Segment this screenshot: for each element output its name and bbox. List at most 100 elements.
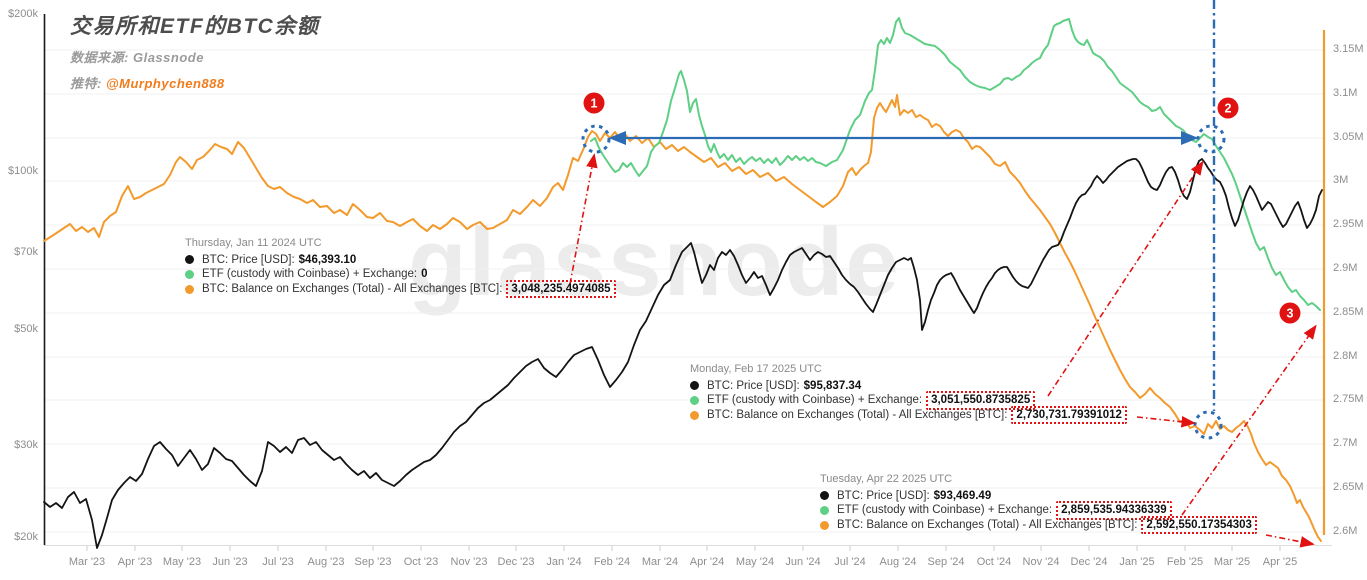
tooltip-row-balance: BTC: Balance on Exchanges (Total) - All … — [820, 515, 1257, 535]
x-axis-tick: Dec '24 — [1070, 556, 1108, 568]
etf-series-dot-icon — [690, 395, 699, 405]
callout-arrow-1 — [569, 153, 598, 285]
tooltip-row-etf: ETF (custody with Coinbase) + Exchange: 3… — [690, 391, 1127, 410]
tooltip-label: BTC: Balance on Exchanges (Total) - All … — [837, 518, 1138, 531]
tooltip-date: Thursday, Jan 11 2024 UTC — [185, 237, 322, 249]
tooltip-value: $95,837.34 — [803, 379, 862, 392]
tooltip-row-balance: BTC: Balance on Exchanges (Total) - All … — [185, 279, 616, 299]
left-axis-tick: $200k — [8, 8, 38, 20]
tooltip-value-highlighted: 3,051,550.8735825 — [926, 391, 1036, 410]
x-axis-tick: Sep '23 — [354, 556, 392, 568]
tooltip-value-highlighted: 3,048,235.4974085 — [506, 279, 616, 299]
x-axis-tick: Jun '24 — [785, 556, 821, 568]
left-axis-tick: $50k — [14, 323, 38, 335]
etf-series-dot-icon — [185, 269, 194, 279]
right-axis-tick: 2.85M — [1333, 306, 1364, 318]
page-title: 交易所和ETF的BTC余额 — [70, 15, 320, 38]
price-line — [43, 158, 1323, 549]
numbered-marker-1: 1 — [583, 92, 605, 114]
tooltip-row-etf: ETF (custody with Coinbase) + Exchange: 0 — [185, 267, 616, 282]
callout-arrow-2 — [1047, 160, 1204, 397]
numbered-marker-2: 2 — [1217, 97, 1239, 119]
tooltip-label: ETF (custody with Coinbase) + Exchange: — [707, 394, 923, 407]
x-axis-tick: Apr '24 — [689, 556, 725, 568]
x-axis-tick: Jun '23 — [212, 556, 248, 568]
svg-text:1: 1 — [591, 96, 598, 110]
tooltip-row-price: BTC: Price [USD]: $46,393.10 — [185, 253, 616, 268]
tooltip-row-price: BTC: Price [USD]: $93,469.49 — [820, 489, 1257, 504]
numbered-marker-3: 3 — [1279, 302, 1301, 324]
left-axis-tick: $30k — [14, 439, 38, 451]
tooltip-value-highlighted: 2,730,731.79391012 — [1011, 405, 1127, 425]
twitter-handle: @Murphychen888 — [105, 76, 225, 91]
svg-text:2: 2 — [1225, 101, 1232, 115]
tooltip-date: Monday, Feb 17 2025 UTC — [690, 363, 822, 375]
price-series-dot-icon — [185, 255, 194, 265]
right-axis-tick: 2.75M — [1333, 393, 1364, 405]
tooltip-row-price: BTC: Price [USD]: $95,837.34 — [690, 379, 1127, 394]
balance-line — [43, 94, 1322, 542]
etf-series-dot-icon — [820, 505, 829, 515]
twitter-line: 推特: @Murphychen888 — [70, 73, 319, 92]
x-axis-tick: Jul '23 — [262, 556, 294, 568]
x-axis-tick: Sep '24 — [927, 556, 965, 568]
tooltip-value: $46,393.10 — [298, 253, 357, 266]
balance-series-dot-icon — [690, 410, 699, 420]
highlight-circle-1 — [581, 124, 611, 154]
highlight-circle-2 — [1196, 124, 1226, 154]
x-axis-tick: Jul '24 — [834, 556, 866, 568]
x-axis-tick: Aug '23 — [307, 556, 345, 568]
right-axis-tick: 2.65M — [1333, 481, 1364, 493]
tooltip-feb-17-2025: Monday, Feb 17 2025 UTC BTC: Price [USD]:… — [690, 362, 1127, 425]
right-axis-tick: 2.6M — [1333, 525, 1358, 537]
x-axis-tick: Feb '25 — [1166, 556, 1204, 568]
left-axis-tick: $20k — [14, 531, 38, 543]
tooltip-label: ETF (custody with Coinbase) + Exchange: — [202, 268, 418, 281]
x-axis-tick: Mar '24 — [641, 556, 679, 568]
x-axis-tick: Feb '24 — [593, 556, 631, 568]
left-axis-tick: $70k — [14, 246, 38, 258]
x-axis-tick: May '24 — [735, 556, 775, 568]
tooltip-jan-11-2024: Thursday, Jan 11 2024 UTC BTC: Price [USD… — [185, 236, 616, 299]
x-axis-tick: Apr '23 — [117, 556, 153, 568]
x-axis-tick: May '23 — [162, 556, 202, 568]
x-axis-tick: Jan '24 — [546, 556, 582, 568]
balance-series-dot-icon — [185, 284, 194, 294]
right-axis-tick: 3.15M — [1333, 43, 1364, 55]
callout-arrow-4 — [1181, 324, 1317, 516]
right-axis-tick: 2.9M — [1333, 262, 1358, 274]
right-axis-tick: 3.05M — [1333, 131, 1364, 143]
x-axis-tick: Mar '25 — [1213, 556, 1251, 568]
tooltip-label: BTC: Balance on Exchanges (Total) - All … — [707, 408, 1008, 421]
svg-text:3: 3 — [1287, 306, 1294, 320]
tooltip-row-balance: BTC: Balance on Exchanges (Total) - All … — [690, 405, 1127, 425]
tooltip-value-highlighted: 2,859,535.94336339 — [1056, 501, 1172, 520]
data-source-value: Glassnode — [132, 50, 204, 65]
right-axis-tick: 2.95M — [1333, 218, 1364, 230]
chart-header: 交易所和ETF的BTC余额 数据来源: Glassnode 推特: @Murph… — [70, 10, 319, 92]
balance-series-dot-icon — [820, 520, 829, 530]
tooltip-label: BTC: Price [USD]: — [707, 379, 800, 392]
x-axis-tick: Dec '23 — [497, 556, 535, 568]
right-axis-tick: 2.8M — [1333, 350, 1358, 362]
price-series-dot-icon — [690, 381, 699, 391]
x-axis-tick: Aug '24 — [879, 556, 917, 568]
right-axis-tick: 2.7M — [1333, 437, 1358, 449]
data-source-line: 数据来源: Glassnode — [70, 47, 319, 66]
tooltip-value: $93,469.49 — [933, 489, 992, 502]
tooltip-row-etf: ETF (custody with Coinbase) + Exchange: 2… — [820, 501, 1257, 520]
etf-line — [590, 17, 1321, 311]
tooltip-label: ETF (custody with Coinbase) + Exchange: — [837, 504, 1053, 517]
tooltip-value-highlighted: 2,592,550.17354303 — [1141, 515, 1257, 535]
x-axis-tick: Nov '24 — [1022, 556, 1060, 568]
x-axis-tick: Oct '24 — [976, 556, 1012, 568]
x-axis-tick: Apr '25 — [1262, 556, 1298, 568]
tooltip-label: BTC: Price [USD]: — [202, 253, 295, 266]
callout-arrow-5 — [1265, 534, 1315, 548]
left-axis-tick: $100k — [8, 165, 38, 177]
tooltip-label: BTC: Price [USD]: — [837, 489, 930, 502]
data-source-label: 数据来源: — [70, 50, 129, 65]
x-axis-tick: Nov '23 — [450, 556, 488, 568]
